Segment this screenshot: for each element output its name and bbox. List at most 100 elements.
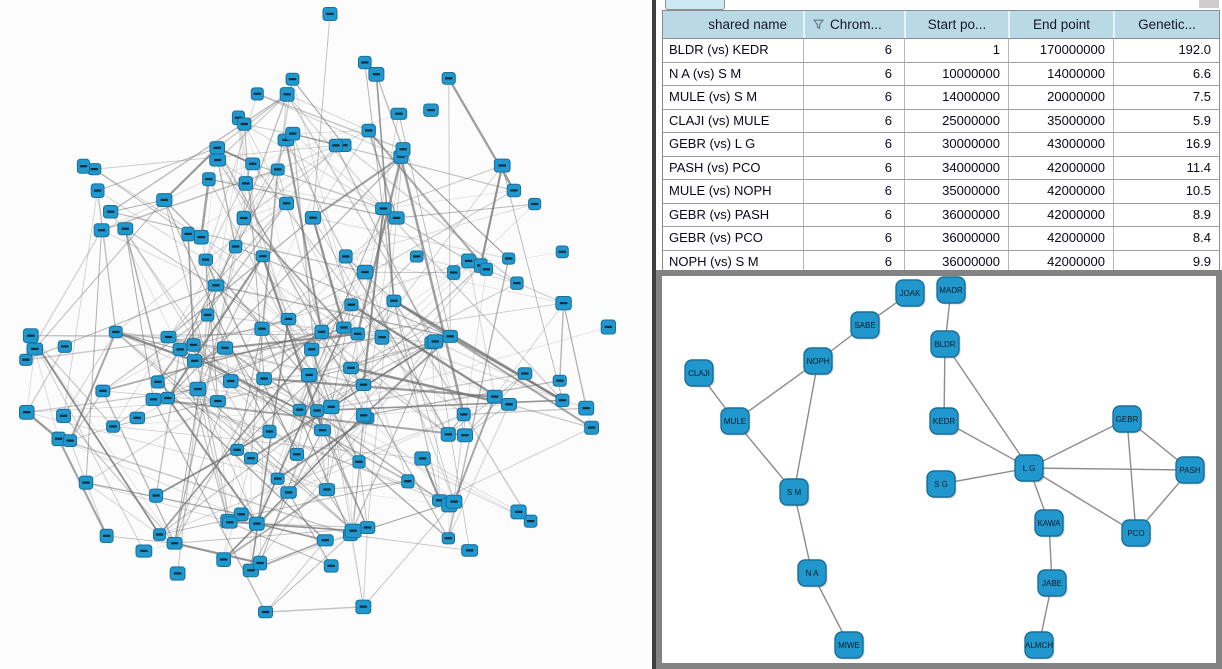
network-edge[interactable] — [363, 501, 455, 608]
network-node[interactable] — [493, 158, 511, 173]
network-edge[interactable] — [261, 328, 352, 536]
network-edge[interactable] — [166, 255, 264, 399]
network-node[interactable] — [584, 420, 599, 435]
network-edge[interactable] — [350, 417, 368, 535]
cell-shared[interactable]: MULE (vs) NOPH — [669, 183, 772, 198]
subnetwork-canvas[interactable]: JOAK MADR SABE NOPH BLDR CLAJI MULE KEDR GEBR L G… — [662, 276, 1216, 663]
network-node[interactable] — [153, 528, 166, 541]
network-edge[interactable] — [63, 415, 176, 544]
network-edge[interactable] — [176, 314, 209, 574]
cell-chrom[interactable]: 6 — [803, 203, 904, 226]
network-edge[interactable] — [110, 199, 165, 213]
network-edge[interactable] — [277, 374, 310, 479]
network-edge[interactable] — [292, 133, 352, 305]
network-edge[interactable] — [265, 606, 364, 613]
network-edge[interactable] — [194, 360, 300, 411]
network-node[interactable] — [501, 397, 517, 411]
network-node[interactable] — [510, 276, 524, 290]
network-node[interactable] — [209, 395, 226, 408]
network-node[interactable] — [517, 367, 533, 380]
network-node[interactable] — [423, 103, 439, 117]
network-node[interactable] — [368, 67, 385, 82]
network-edge[interactable] — [205, 203, 287, 261]
network-edge[interactable] — [30, 335, 161, 536]
network-edge[interactable] — [309, 342, 432, 376]
network-edge[interactable] — [245, 183, 324, 431]
network-edge-LG-PASH[interactable] — [1028, 467, 1191, 471]
cell-end[interactable]: 42000000 — [1008, 250, 1113, 273]
network-edge[interactable] — [30, 335, 145, 552]
network-edge[interactable] — [97, 147, 218, 192]
column-header-chrom[interactable]: Chrom... — [803, 11, 904, 38]
network-edge[interactable] — [256, 374, 310, 524]
network-node[interactable] — [336, 321, 352, 334]
network-edge[interactable] — [110, 93, 288, 213]
network-edge[interactable] — [299, 341, 436, 411]
cell-end[interactable]: 42000000 — [1008, 156, 1113, 179]
cell-start[interactable]: 36000000 — [904, 250, 1008, 273]
network-edge[interactable] — [168, 336, 332, 567]
network-node[interactable] — [314, 424, 331, 437]
network-node[interactable] — [56, 408, 71, 423]
network-edge[interactable] — [291, 78, 345, 146]
table-row[interactable]: CLAJI (vs) MULE 6 25000000 35000000 5.9 — [663, 109, 1219, 133]
network-edge[interactable] — [115, 331, 323, 431]
network-edge[interactable] — [350, 534, 470, 551]
network-edge[interactable] — [362, 208, 385, 385]
network-edge[interactable] — [96, 190, 117, 333]
network-edge[interactable] — [155, 430, 270, 497]
network-node-MIWE[interactable]: MIWE — [834, 631, 865, 660]
network-edge[interactable] — [400, 156, 510, 259]
network-edge[interactable] — [30, 335, 175, 544]
network-edge[interactable] — [316, 326, 609, 412]
network-node[interactable] — [301, 368, 318, 382]
network-edge-NOPH-MULE[interactable] — [734, 360, 819, 422]
network-edge-LG-PCO[interactable] — [1028, 467, 1137, 534]
network-node[interactable] — [201, 308, 215, 322]
network-edge[interactable] — [383, 190, 514, 209]
network-edge[interactable] — [168, 145, 337, 338]
network-node[interactable] — [216, 552, 232, 567]
network-node[interactable] — [76, 158, 91, 174]
network-edge[interactable] — [224, 347, 310, 376]
network-node[interactable] — [169, 566, 186, 581]
network-edge[interactable] — [350, 300, 395, 369]
network-edge[interactable] — [85, 400, 219, 484]
network-node[interactable] — [461, 544, 479, 557]
network-edge[interactable] — [250, 534, 351, 571]
cell-shared[interactable]: BLDR (vs) KEDR — [669, 42, 769, 57]
network-edge[interactable] — [486, 269, 564, 304]
cell-start[interactable]: 14000000 — [904, 86, 1008, 109]
network-edge[interactable] — [367, 417, 455, 502]
network-node[interactable] — [555, 245, 569, 259]
network-edge[interactable] — [256, 327, 345, 525]
network-edge[interactable] — [447, 258, 510, 539]
cell-end[interactable]: 14000000 — [1008, 62, 1113, 85]
network-node[interactable] — [209, 141, 225, 155]
network-edge[interactable] — [350, 341, 436, 536]
network-node-SABE[interactable]: SABE — [850, 311, 881, 340]
network-edge[interactable] — [311, 304, 352, 350]
network-edge[interactable] — [230, 145, 337, 382]
network-edge[interactable] — [261, 255, 324, 431]
network-edge[interactable] — [207, 94, 288, 316]
network-edge[interactable] — [155, 349, 181, 496]
network-node[interactable] — [217, 341, 234, 355]
network-edge[interactable] — [97, 190, 206, 261]
network-edge[interactable] — [243, 133, 294, 219]
network-edge[interactable] — [311, 336, 383, 350]
network-edge[interactable] — [193, 344, 298, 455]
network-node[interactable] — [279, 196, 295, 211]
network-edge[interactable] — [205, 259, 263, 329]
network-node[interactable] — [90, 183, 105, 198]
network-edge[interactable] — [453, 396, 496, 503]
network-edge[interactable] — [447, 269, 487, 539]
cell-genetic[interactable]: 5.9 — [1113, 109, 1219, 132]
network-edge[interactable] — [362, 527, 369, 607]
network-edge[interactable] — [312, 217, 509, 260]
network-edge[interactable] — [101, 229, 217, 286]
network-node-MADR[interactable]: MADR — [936, 276, 967, 305]
table-row[interactable]: NOPH (vs) S M 6 36000000 42000000 9.9 — [663, 250, 1219, 273]
network-edge[interactable] — [292, 133, 384, 210]
network-node[interactable] — [209, 153, 227, 167]
